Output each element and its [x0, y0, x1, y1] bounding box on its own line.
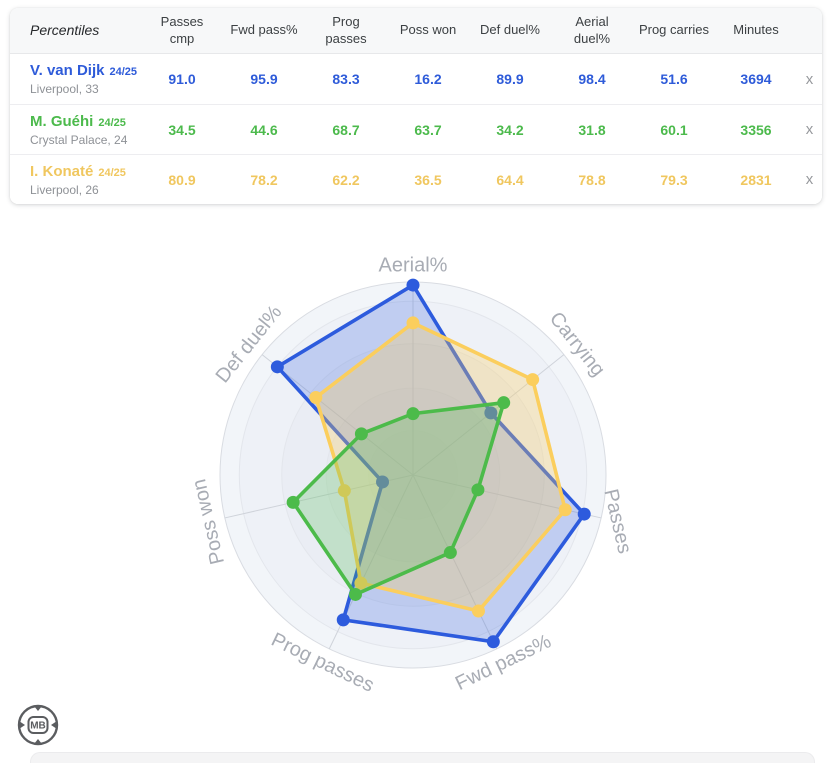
- radar-data-point[interactable]: [348, 587, 362, 601]
- remove-player-button[interactable]: x: [805, 70, 814, 88]
- radar-axis-line: [412, 474, 498, 650]
- stat-value: 78.8: [578, 171, 606, 188]
- radar-axis-label: Aerial%: [379, 254, 448, 276]
- table-header-col: Prog passes: [325, 14, 367, 46]
- table-header-col: Def duel%: [480, 22, 540, 38]
- player-row: I. Konaté 24/25 Liverpool, 26 80.9 78.2 62.2 3…: [10, 154, 822, 204]
- percentiles-table-card: Percentiles Passes cmp Fwd pass% Prog pass…: [10, 8, 822, 204]
- radar-data-point[interactable]: [526, 373, 540, 387]
- radar-data-point[interactable]: [337, 484, 351, 498]
- radar-axis-label: Passes: [599, 487, 635, 556]
- radar-data-point[interactable]: [336, 613, 350, 627]
- stat-value: 80.9: [168, 171, 196, 188]
- table-header-col: Aerial duel%: [573, 14, 611, 46]
- radar-data-point[interactable]: [577, 507, 591, 521]
- remove-player-button[interactable]: x: [805, 171, 814, 188]
- radar-axis-line: [261, 354, 414, 476]
- player-row: V. van Dijk 24/25 Liverpool, 33 91.0 95.9 83.…: [10, 54, 822, 104]
- radar-data-point[interactable]: [270, 360, 284, 374]
- stat-value: 98.4: [578, 71, 606, 87]
- stat-value: 3694: [740, 71, 772, 87]
- table-header-spacer: [797, 25, 822, 37]
- stat-value: 60.1: [660, 121, 688, 138]
- stat-value: 89.9: [496, 71, 524, 87]
- mb-logo: MB: [17, 704, 59, 746]
- player-club: Liverpool, 26: [30, 182, 99, 197]
- player-name-cell: I. Konaté 24/25 Liverpool, 26: [10, 162, 141, 198]
- table-header-col: Fwd pass%: [230, 22, 298, 38]
- logo-wedge-left: [19, 721, 25, 729]
- radar-data-point[interactable]: [558, 503, 572, 517]
- player-club: Liverpool, 33: [30, 82, 99, 97]
- remove-player-button[interactable]: x: [805, 121, 814, 138]
- stat-value: 95.9: [250, 71, 278, 87]
- stat-value: 51.6: [660, 71, 688, 87]
- stat-value: 31.8: [578, 121, 606, 138]
- stat-value: 64.4: [496, 171, 524, 188]
- player-name: V. van Dijk: [30, 62, 105, 80]
- stat-value: 78.2: [250, 171, 278, 188]
- remove-cell: x: [797, 168, 822, 191]
- radar-data-point[interactable]: [497, 396, 511, 410]
- table-header-col: Prog carries: [638, 22, 710, 38]
- radar-data-point[interactable]: [486, 635, 500, 649]
- player-club: Crystal Palace, 24: [30, 132, 128, 147]
- table-body: V. van Dijk 24/25 Liverpool, 33 91.0 95.9 83.…: [10, 54, 822, 204]
- radar-data-point[interactable]: [484, 406, 498, 420]
- radar-data-point[interactable]: [354, 576, 368, 590]
- player-season: 24/25: [98, 166, 126, 179]
- table-header-percentiles: Percentiles: [30, 21, 100, 38]
- radar-data-point[interactable]: [406, 407, 420, 421]
- radar-data-point[interactable]: [443, 546, 457, 560]
- radar-data-point[interactable]: [354, 427, 368, 441]
- radar-data-point[interactable]: [471, 483, 485, 497]
- player-name-cell: V. van Dijk 24/25 Liverpool, 33: [10, 61, 141, 97]
- stat-value: 34.2: [496, 121, 524, 138]
- radar-chart: Aerial% Carrying Passes Fwd pass% Prog passe…: [0, 205, 831, 763]
- radar-series-polygon: [314, 321, 568, 613]
- stat-value: 16.2: [414, 71, 442, 87]
- radar-series-polygon: [275, 283, 587, 644]
- player-season: 24/25: [98, 116, 126, 129]
- stat-value: 3356: [740, 121, 772, 138]
- stat-value: 63.7: [414, 121, 442, 138]
- stat-value: 79.3: [660, 171, 688, 188]
- table-header-col: Passes cmp: [160, 14, 204, 46]
- next-card-top-edge: [30, 752, 815, 763]
- logo-wedge-top: [34, 706, 42, 711]
- radar-data-point[interactable]: [406, 316, 420, 330]
- stat-value: 62.2: [332, 171, 360, 188]
- remove-cell: x: [797, 118, 822, 141]
- remove-cell: x: [797, 68, 822, 91]
- logo-wedge-bottom: [34, 739, 42, 744]
- stat-value: 83.3: [332, 71, 360, 87]
- player-name-cell: M. Guéhi 24/25 Crystal Palace, 24: [10, 112, 141, 148]
- radar-data-point[interactable]: [286, 495, 300, 509]
- stat-value: 44.6: [250, 121, 278, 138]
- stat-value: 36.5: [414, 171, 442, 188]
- radar-data-point[interactable]: [309, 391, 323, 405]
- player-name: M. Guéhi: [30, 112, 94, 130]
- player-season: 24/25: [109, 66, 138, 79]
- logo-badge: [27, 716, 49, 734]
- stat-value: 34.5: [168, 121, 196, 138]
- table-header-row: Percentiles Passes cmp Fwd pass% Prog pass…: [10, 8, 822, 54]
- player-row: M. Guéhi 24/25 Crystal Palace, 24 34.5 44.6 6…: [10, 104, 822, 154]
- logo-wedge-right: [51, 721, 57, 729]
- table-header-col: Minutes: [733, 22, 779, 38]
- logo-text: MB: [30, 721, 46, 732]
- stat-value: 91.0: [168, 71, 196, 87]
- stat-value: 2831: [740, 171, 772, 188]
- radar-data-point[interactable]: [406, 278, 420, 292]
- radar-data-point[interactable]: [376, 475, 390, 489]
- table-header-col: Poss won: [399, 22, 457, 38]
- stat-value: 68.7: [332, 121, 360, 138]
- player-name: I. Konaté: [30, 162, 94, 180]
- radar-data-point[interactable]: [471, 604, 485, 618]
